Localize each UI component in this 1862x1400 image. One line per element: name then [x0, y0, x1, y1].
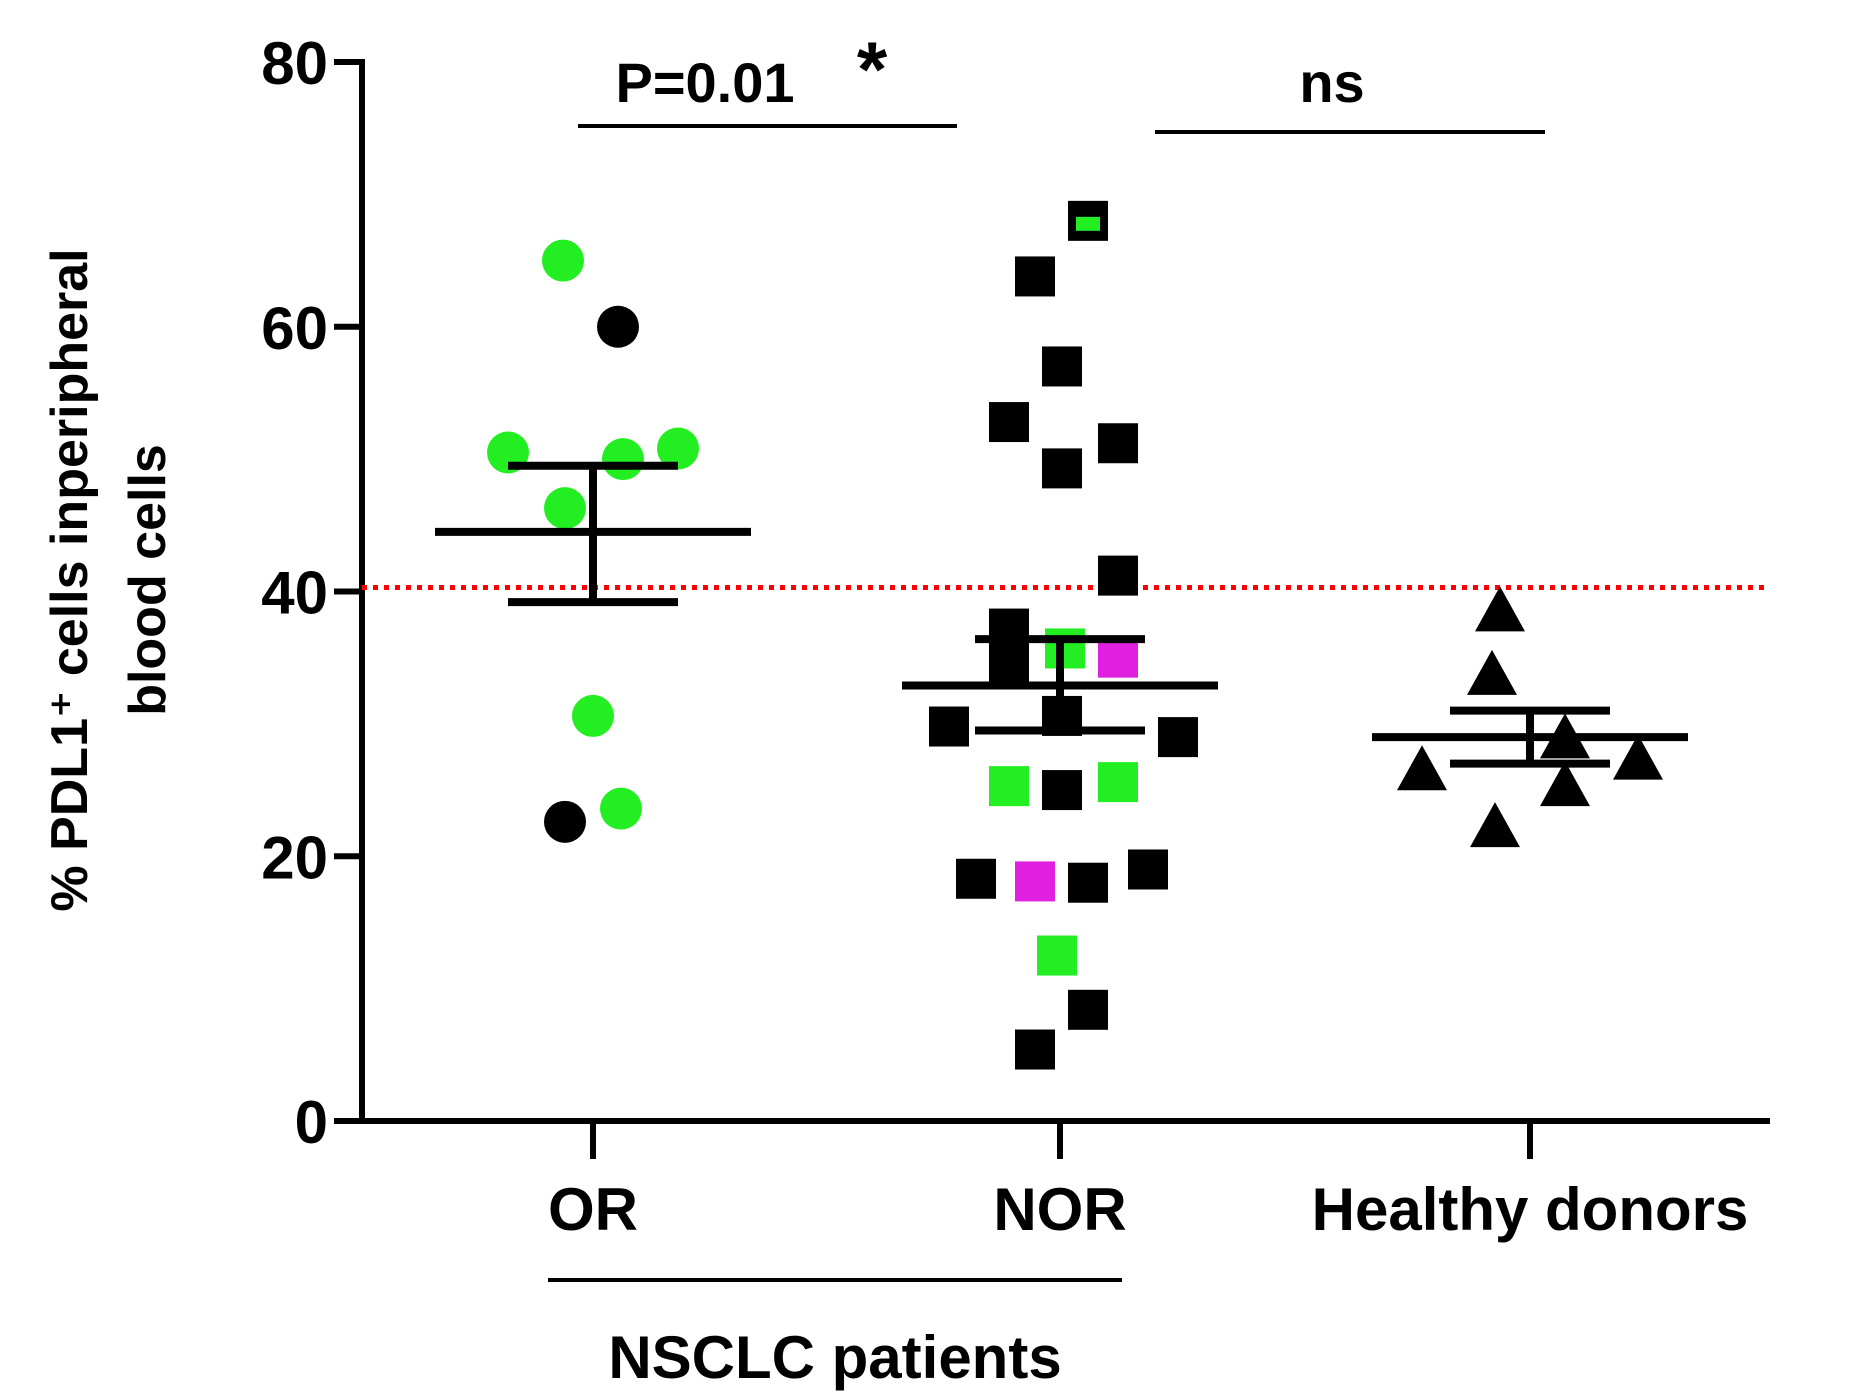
y-tick-label-60: 60 — [261, 295, 328, 362]
nor-point-19 — [956, 858, 996, 899]
x-tick-label-nor: NOR — [993, 1176, 1126, 1243]
healthy-donors-point-2 — [1467, 649, 1517, 695]
nor-point-13 — [929, 706, 969, 747]
or-point-6 — [544, 487, 586, 530]
nor-point-20 — [1015, 861, 1055, 902]
or-point-7 — [572, 694, 614, 737]
or-point-8 — [600, 787, 642, 830]
nor-point-16 — [1042, 770, 1082, 811]
nor-point-7 — [1098, 555, 1138, 596]
p-value-label: P=0.01 — [615, 51, 794, 114]
healthy-donors-point-1 — [1475, 586, 1525, 632]
nor-point-3 — [1042, 346, 1082, 387]
nor-point-24 — [1015, 1029, 1055, 1070]
or-point-9 — [544, 800, 586, 843]
y-tick-label-0: 0 — [295, 1089, 328, 1156]
data-points — [487, 200, 1663, 1070]
nor-point-22 — [1037, 935, 1077, 976]
healthy-donors-point-7 — [1470, 802, 1520, 848]
nor-point-10 — [1098, 637, 1138, 678]
healthy-donors-point-5 — [1397, 745, 1447, 791]
nor-point-1-inner-mark — [1076, 216, 1100, 231]
or-point-1 — [542, 239, 584, 282]
or-point-5 — [657, 427, 699, 470]
x-tick-label-or: OR — [548, 1176, 638, 1243]
mean-sem-bars — [435, 461, 1688, 768]
axes: 0 20 40 60 80 OR NOR Healthy donors NSCLC patien… — [261, 30, 1770, 1391]
nor-point-18 — [1128, 849, 1168, 890]
nor-point-14 — [1158, 717, 1198, 758]
healthy-donors-point-6 — [1540, 761, 1590, 807]
or-point-4 — [602, 438, 644, 481]
nor-point-6 — [1042, 448, 1082, 489]
y-axis-label-line1: % PDL1⁺ cells inperipheral — [41, 248, 99, 911]
x-tick-label-healthy-donors: Healthy donors — [1312, 1176, 1749, 1243]
nsclc-group-label: NSCLC patients — [608, 1324, 1061, 1391]
or-point-2 — [597, 305, 639, 348]
y-tick-label-40: 40 — [261, 560, 328, 627]
nor-point-9 — [1045, 628, 1085, 669]
nor-point-15 — [989, 766, 1029, 807]
nor-point-2 — [1015, 256, 1055, 297]
y-tick-label-80: 80 — [261, 30, 328, 97]
nor-point-21 — [1068, 862, 1108, 903]
nor-point-17 — [1098, 762, 1138, 803]
y-axis-label-line2: blood cells — [119, 444, 177, 716]
y-axis-label: % PDL1⁺ cells inperipheral blood cells — [41, 248, 177, 911]
ns-label: ns — [1299, 51, 1364, 114]
nor-point-5 — [1098, 423, 1138, 464]
nor-point-11 — [989, 644, 1029, 685]
nor-point-4 — [989, 402, 1029, 443]
annotations: P=0.01 * ns — [578, 25, 1545, 134]
healthy-donors-point-4 — [1613, 734, 1663, 780]
y-tick-label-20: 20 — [261, 824, 328, 891]
nor-point-23 — [1068, 989, 1108, 1030]
significance-star: * — [857, 25, 888, 113]
